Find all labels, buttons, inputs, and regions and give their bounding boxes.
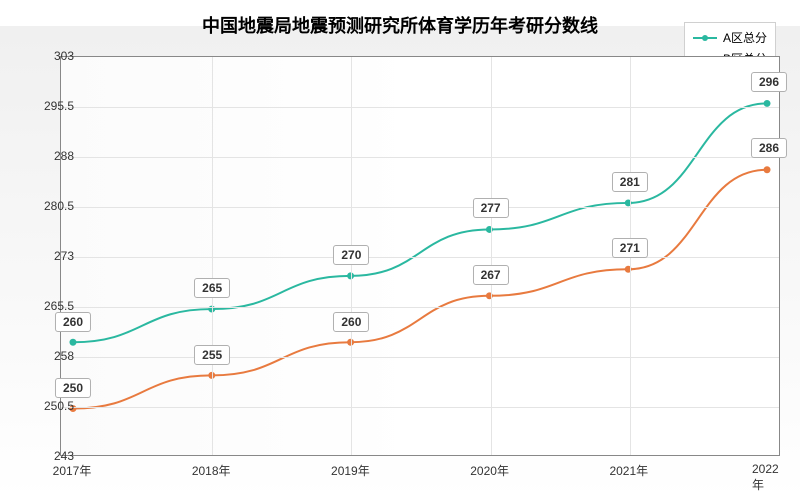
point-label: 271 [612,238,648,258]
point-label: 270 [333,245,369,265]
legend-dot-a [702,35,708,41]
chart-container: 中国地震局地震预测研究所体育学历年考研分数线 A区总分 B区总分 2602652… [0,0,800,500]
point-label: 267 [473,265,509,285]
point-label: 255 [194,345,230,365]
y-axis-label: 273 [24,249,74,263]
legend-item-a: A区总分 [693,27,767,48]
x-axis-label: 2017年 [53,462,92,479]
gridline-h [61,207,779,208]
point-label: 296 [751,72,787,92]
x-axis-label: 2019年 [331,462,370,479]
y-axis-label: 303 [24,49,74,63]
y-axis-label: 258 [24,349,74,363]
point-label: 265 [194,278,230,298]
x-axis-label: 2021年 [609,462,648,479]
y-axis-label: 295.5 [24,99,74,113]
series-point [764,100,771,107]
point-label: 260 [55,312,91,332]
gridline-h [61,107,779,108]
line-layer [61,57,779,455]
point-label: 260 [333,312,369,332]
point-label: 281 [612,172,648,192]
series-point [486,226,493,233]
gridline-v [212,57,213,455]
point-label: 250 [55,378,91,398]
legend-label-a: A区总分 [723,29,767,46]
chart-title: 中国地震局地震预测研究所体育学历年考研分数线 [0,12,800,38]
y-axis-label: 250.5 [24,399,74,413]
series-point [764,166,771,173]
x-axis-label: 2018年 [192,462,231,479]
plot-area: 260265270277281296250255260267271286 [60,56,780,456]
point-label: 277 [473,198,509,218]
series-line [73,170,767,409]
x-axis-label: 2020年 [470,462,509,479]
series-point [486,292,493,299]
legend-line-a [693,37,717,39]
y-axis-label: 288 [24,149,74,163]
gridline-v [491,57,492,455]
y-axis-label: 243 [24,449,74,463]
gridline-h [61,357,779,358]
y-axis-label: 280.5 [24,199,74,213]
gridline-h [61,257,779,258]
x-axis-label: 2022年 [752,462,784,493]
y-axis-label: 265.5 [24,299,74,313]
point-label: 286 [751,138,787,158]
gridline-h [61,407,779,408]
gridline-h [61,157,779,158]
gridline-h [61,307,779,308]
series-point [69,339,76,346]
